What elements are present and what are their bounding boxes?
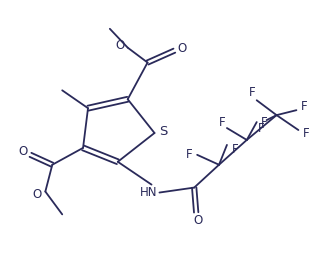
Text: HN: HN [140, 186, 157, 199]
Text: F: F [186, 148, 193, 161]
Text: F: F [248, 86, 255, 99]
Text: O: O [115, 39, 124, 52]
Text: F: F [232, 143, 238, 156]
Text: F: F [258, 122, 265, 135]
Text: F: F [261, 116, 268, 128]
Text: O: O [178, 42, 187, 55]
Text: F: F [303, 127, 310, 140]
Text: F: F [301, 100, 308, 113]
Text: O: O [18, 145, 27, 158]
Text: O: O [33, 188, 42, 201]
Text: O: O [193, 214, 203, 227]
Text: S: S [159, 124, 168, 138]
Text: F: F [219, 116, 225, 128]
